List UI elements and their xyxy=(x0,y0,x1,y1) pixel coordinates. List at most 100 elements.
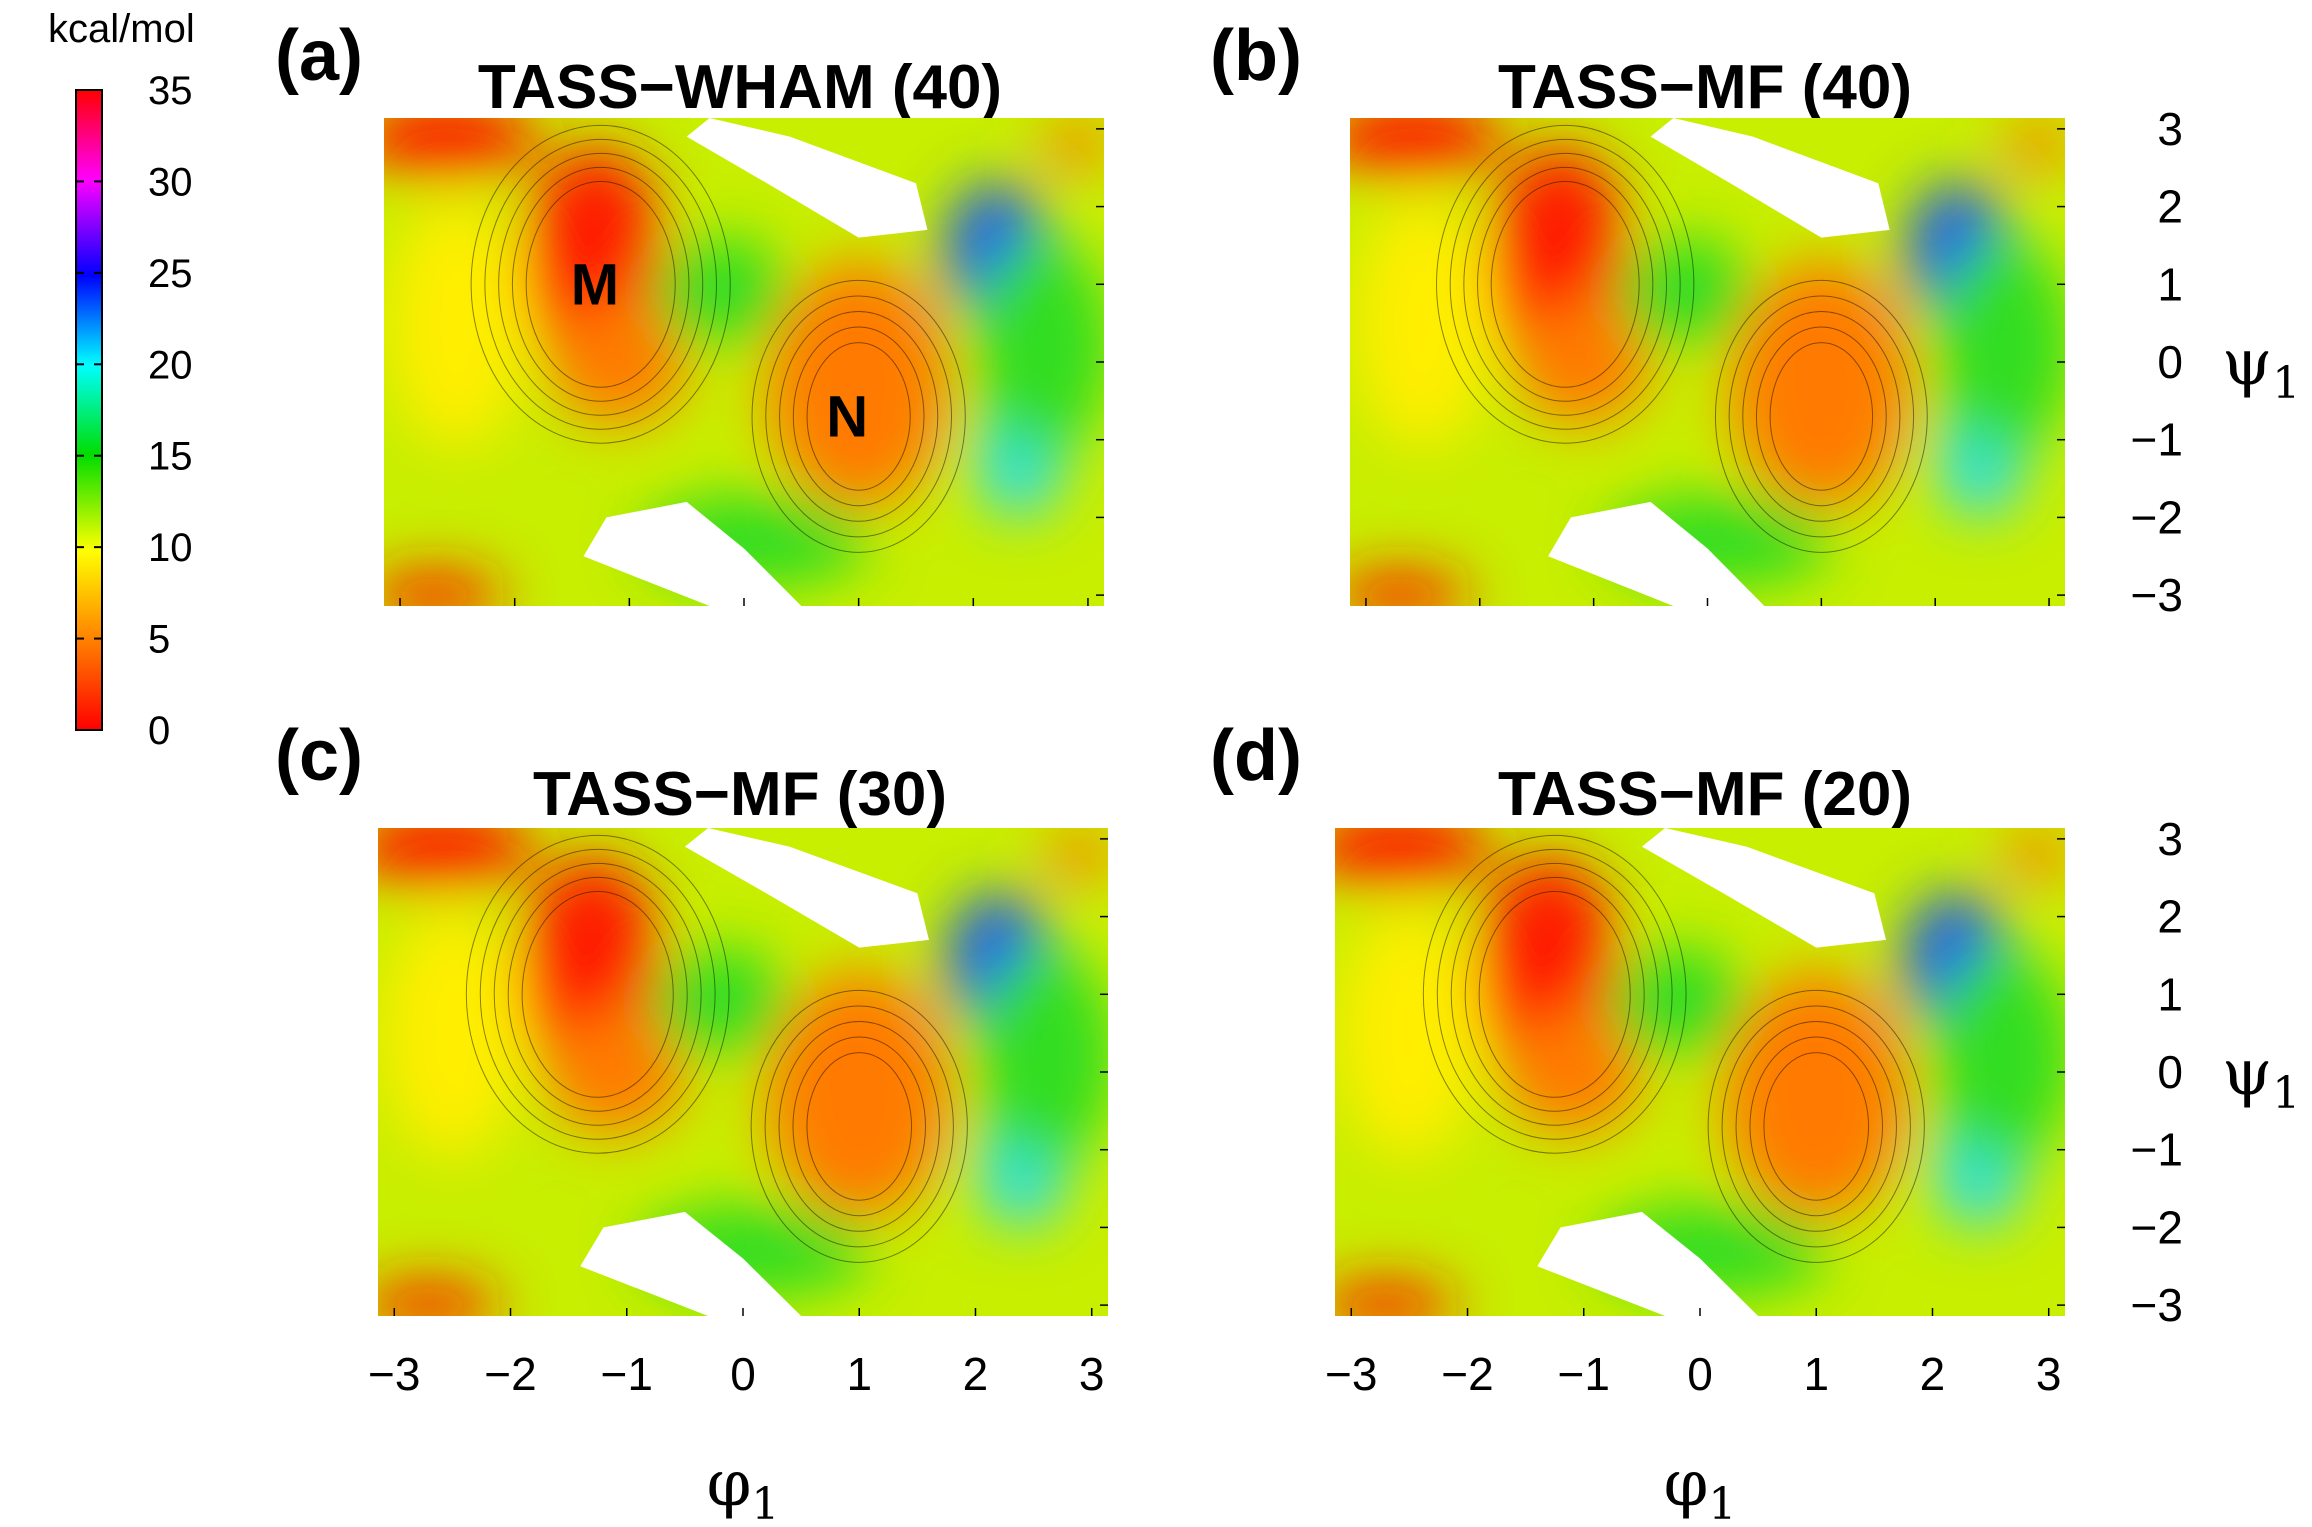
contour-line xyxy=(1436,124,1695,444)
contour-line xyxy=(1422,834,1687,1154)
contour-line xyxy=(511,166,690,402)
energy-region xyxy=(1335,828,1491,886)
x-tick-label: 3 xyxy=(1079,1348,1105,1400)
contour-line xyxy=(1714,279,1928,553)
x-axis-label: φ1 xyxy=(1664,1447,1737,1527)
heatmap xyxy=(1335,828,2065,1316)
unsampled-region xyxy=(686,118,928,238)
energy-region xyxy=(1502,1009,1642,1135)
y-tick-label: 3 xyxy=(2157,813,2183,865)
panel-title: TASS−MF (30) xyxy=(533,760,947,829)
contour-line xyxy=(1755,326,1887,507)
energy-region xyxy=(652,237,790,347)
contour-line xyxy=(1721,1005,1911,1248)
energy-region xyxy=(384,118,538,176)
contour-line xyxy=(806,1052,913,1201)
energy-region xyxy=(1042,121,1104,168)
contour-line xyxy=(778,1020,940,1232)
x-tick-label: 0 xyxy=(730,1348,756,1400)
contour-line xyxy=(792,1036,927,1217)
heatmap xyxy=(378,828,1108,1316)
contour-line xyxy=(1464,876,1645,1112)
energy-region xyxy=(1607,947,1747,1057)
y-tick-label: −3 xyxy=(2131,569,2183,621)
panel-c: (c) TASS−MF (30) −3 −2 −1 0 1 2 3 φ1 xyxy=(275,716,1108,1527)
energy-region xyxy=(766,260,951,510)
x-tick-label: −1 xyxy=(1558,1348,1610,1400)
panel-b: (b) TASS−MF (40) 3 2 1 0 −1 −2 −3 ψ1 xyxy=(1210,16,2300,621)
x-tick-label: 1 xyxy=(846,1348,872,1400)
contour-line xyxy=(479,848,716,1140)
contour-line xyxy=(484,138,717,430)
x-tick-label: 0 xyxy=(1687,1348,1713,1400)
minimum-label: M xyxy=(571,252,619,317)
x-tick-label: 2 xyxy=(963,1348,989,1400)
x-axis-label: φ1 xyxy=(707,1447,780,1527)
heatmap xyxy=(384,118,1104,606)
contour-line xyxy=(1436,848,1673,1140)
energy-region xyxy=(1730,260,1913,510)
colorbar-tick-label: 25 xyxy=(148,252,193,296)
panel-title: TASS−MF (40) xyxy=(1498,53,1912,122)
energy-region xyxy=(1045,831,1108,878)
colorbar-tick-label: 5 xyxy=(148,618,170,662)
contour-line xyxy=(507,876,688,1112)
y-tick-label: 1 xyxy=(2157,258,2183,310)
colorbar-tick-label: 10 xyxy=(148,526,193,570)
x-tick-label: −1 xyxy=(601,1348,653,1400)
energy-region xyxy=(1616,237,1754,347)
energy-region xyxy=(545,1009,685,1135)
panel-d: (d) TASS−MF (20) −3 −2 −1 0 1 2 3 φ1 3 2 1 0 −1 −2 −3 ψ1 xyxy=(1210,716,2300,1527)
panel-a: (a) TASS−WHAM (40) M N xyxy=(275,16,1104,606)
energy-region xyxy=(1935,237,2065,456)
colorbar-unit: kcal/mol xyxy=(48,7,195,51)
energy-region xyxy=(1339,908,1480,1158)
contour-line xyxy=(1707,989,1925,1263)
energy-region xyxy=(2003,121,2065,168)
energy-region xyxy=(766,970,953,1220)
colorbar-gradient xyxy=(75,89,103,731)
y-tick-label: 2 xyxy=(2157,181,2183,233)
contour-line xyxy=(792,326,925,507)
y-tick-label: 2 xyxy=(2157,891,2183,943)
energy-region xyxy=(378,828,534,886)
x-tick-label: −2 xyxy=(484,1348,536,1400)
contour-line xyxy=(465,834,730,1154)
energy-region xyxy=(388,198,527,448)
x-tick-label: −3 xyxy=(1325,1348,1377,1400)
y-tick-label: −2 xyxy=(2131,491,2183,543)
y-tick-label: −1 xyxy=(2131,414,2183,466)
contour-line xyxy=(764,1005,954,1248)
energy-region xyxy=(1513,299,1651,425)
y-tick-label: 1 xyxy=(2157,968,2183,1020)
unsampled-region xyxy=(580,1211,802,1316)
unsampled-region xyxy=(583,501,802,606)
contour-line xyxy=(1763,1052,1870,1201)
energy-region xyxy=(1354,198,1492,448)
minimum-label: N xyxy=(826,384,868,449)
contour-line xyxy=(1749,1036,1884,1217)
contour-line xyxy=(470,124,731,444)
contour-line xyxy=(1728,295,1915,538)
unsampled-region xyxy=(1537,1211,1759,1316)
contour-line xyxy=(521,890,674,1098)
contour-line xyxy=(493,862,702,1126)
contour-line xyxy=(1735,1020,1897,1232)
panel-title: TASS−WHAM (40) xyxy=(478,53,1002,122)
contour-line xyxy=(498,152,704,416)
y-tick-label: 3 xyxy=(2157,103,2183,155)
contour-line xyxy=(779,310,939,522)
energy-region xyxy=(1723,970,1910,1220)
colorbar-tick-label: 30 xyxy=(148,160,193,204)
panel-letter: (b) xyxy=(1210,16,1302,96)
contour-line xyxy=(750,989,968,1263)
unsampled-region xyxy=(1650,118,1890,238)
y-tick-label: 0 xyxy=(2157,336,2183,388)
y-tick-label: −1 xyxy=(2131,1124,2183,1176)
contour-line xyxy=(1490,180,1640,388)
contour-line xyxy=(1769,342,1874,491)
energy-region xyxy=(549,299,687,425)
colorbar-tick-label: 20 xyxy=(148,343,193,387)
energy-region xyxy=(1335,1281,1456,1316)
